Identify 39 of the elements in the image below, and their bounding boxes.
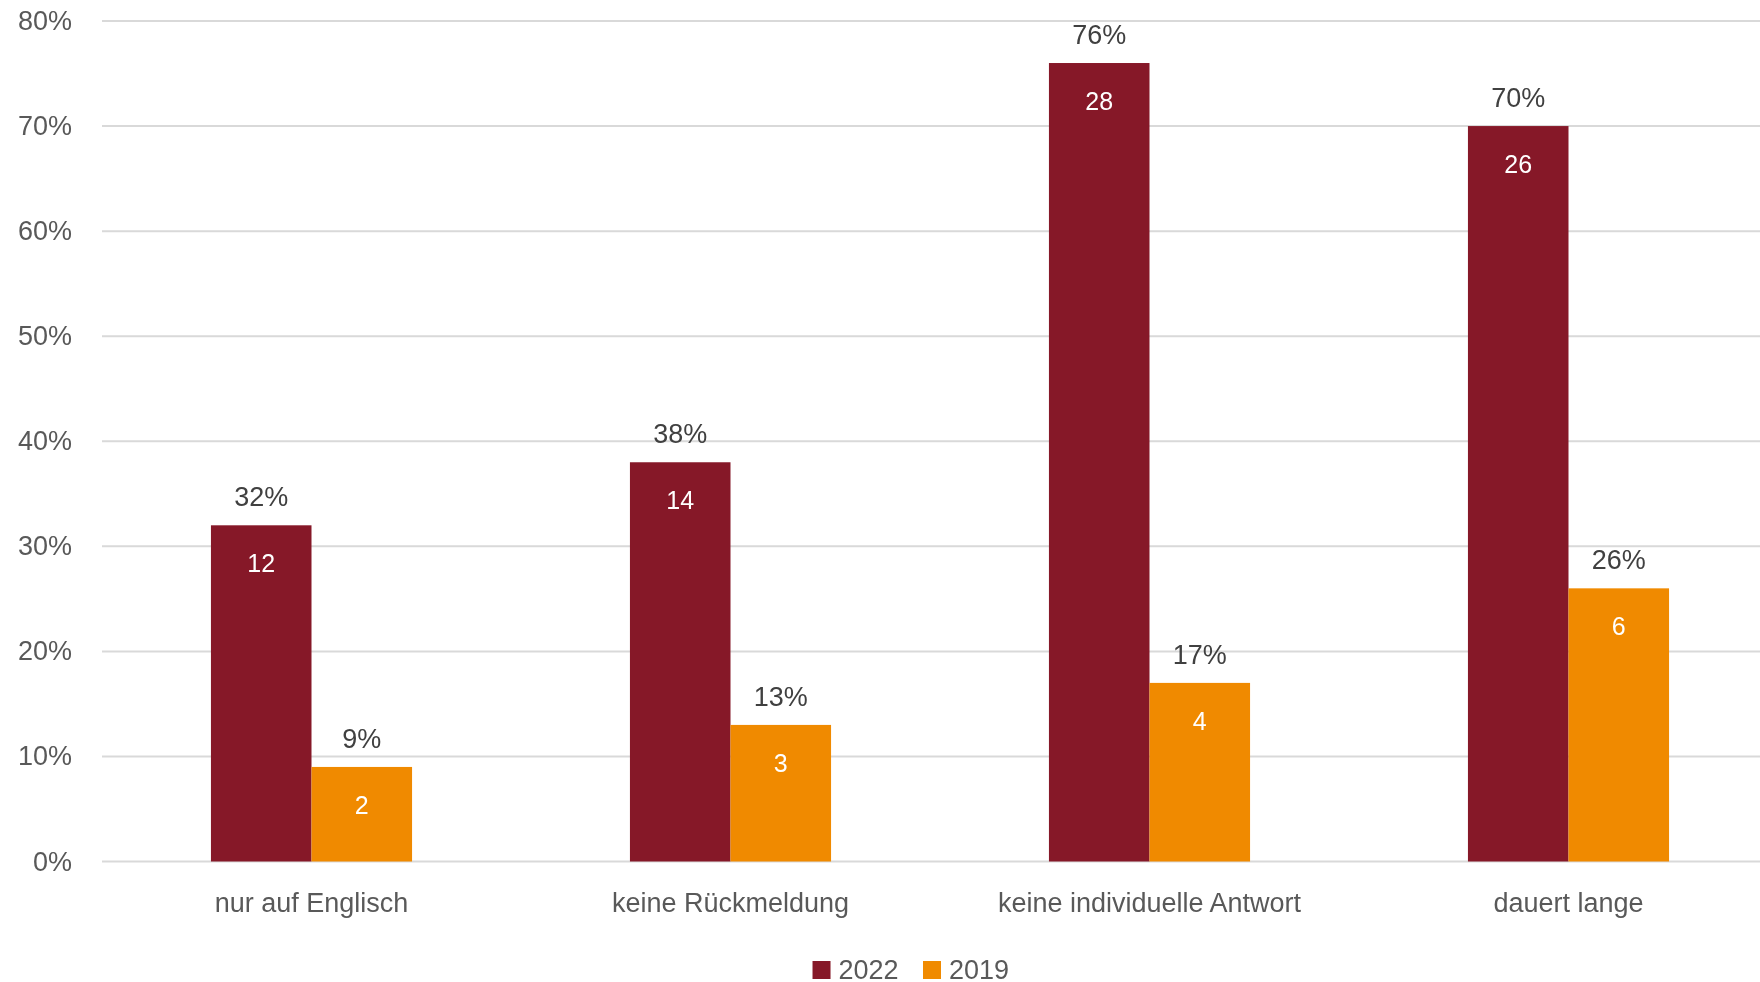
data-label: 32% [234,482,289,513]
x-tick-label: dauert lange [1493,888,1644,918]
data-label: 13% [753,681,808,712]
data-label: 38% [653,419,708,450]
annotation: 4 [1192,706,1207,735]
bar [1048,63,1150,862]
annotation: 3 [773,748,788,777]
annotation: 14 [666,486,695,515]
y-tick-label: 10% [17,741,72,772]
data-label: 17% [1172,639,1227,670]
data-label: 26% [1591,545,1646,576]
legend-label: 2022 [838,955,899,982]
y-tick-label: 60% [17,216,72,247]
legend-label: 2019 [949,955,1010,982]
x-tick-label: nur auf Englisch [214,888,409,918]
y-tick-label: 0% [32,846,72,877]
bar [1568,588,1670,862]
y-tick-label: 30% [17,531,72,562]
bar [1467,126,1569,862]
annotation: 28 [1085,87,1114,116]
x-tick-label: keine individuelle Antwort [997,888,1302,918]
bar [311,766,413,862]
annotation: 26 [1504,150,1533,179]
y-tick-label: 80% [17,6,72,36]
y-tick-label: 20% [17,636,72,667]
bar [629,462,731,862]
bar [210,525,312,862]
annotation: 2 [354,790,369,819]
data-label: 76% [1072,20,1127,51]
y-tick-label: 40% [17,426,72,457]
annotation: 6 [1611,612,1626,641]
bar [1149,682,1251,862]
y-tick-label: 50% [17,321,72,352]
y-tick-label: 70% [17,111,72,142]
data-label: 9% [342,723,382,754]
bar [730,724,832,862]
data-label: 70% [1491,83,1546,114]
annotation: 12 [247,549,276,578]
x-tick-label: keine Rückmeldung [611,888,850,918]
